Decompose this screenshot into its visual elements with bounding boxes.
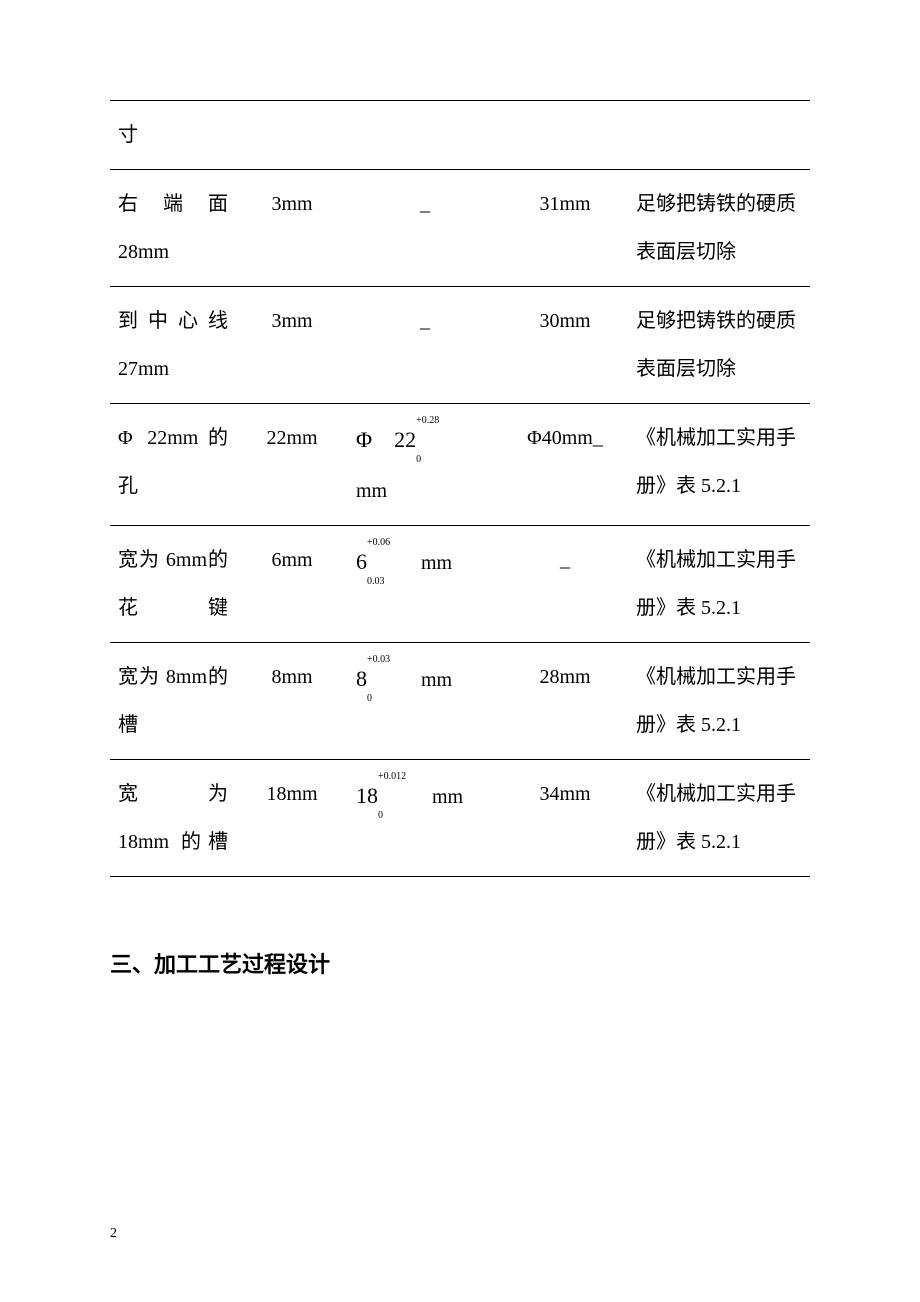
- cell-allowance: [236, 101, 348, 170]
- cell-feature: Φ 22mm的孔: [110, 404, 236, 526]
- cell-allowance: 3mm: [236, 170, 348, 287]
- cell-blank-size: [502, 101, 628, 170]
- cell-feature: 宽为 6mm的花键: [110, 525, 236, 642]
- table-row: Φ 22mm的孔22mmΦ 22+0.280mmΦ40mm_《机械加工实用手册》…: [110, 404, 810, 526]
- table-row: 寸: [110, 101, 810, 170]
- cell-tolerance: _: [348, 170, 502, 287]
- cell-blank-size: 34mm: [502, 759, 628, 876]
- cell-allowance: 6mm: [236, 525, 348, 642]
- cell-remark: 《机械加工实用手册》表 5.2.1: [628, 525, 810, 642]
- cell-feature: 宽为 8mm的槽: [110, 642, 236, 759]
- cell-tolerance: [348, 101, 502, 170]
- cell-feature: 宽 为18mm 的槽: [110, 759, 236, 876]
- cell-remark: 《机械加工实用手册》表 5.2.1: [628, 642, 810, 759]
- cell-tolerance: Φ 22+0.280mm: [348, 404, 502, 526]
- section-heading: 三、加工工艺过程设计: [110, 947, 810, 979]
- cell-blank-size: Φ40mm_: [502, 404, 628, 526]
- table-row: 宽为 8mm的槽8mm8+0.030 mm28mm《机械加工实用手册》表 5.2…: [110, 642, 810, 759]
- machining-table: 寸右端面28mm3mm_31mm足够把铸铁的硬质表面层切除到中心线27mm3mm…: [110, 100, 810, 877]
- table-row: 右端面28mm3mm_31mm足够把铸铁的硬质表面层切除: [110, 170, 810, 287]
- cell-allowance: 18mm: [236, 759, 348, 876]
- cell-remark: 《机械加工实用手册》表 5.2.1: [628, 759, 810, 876]
- cell-remark: 足够把铸铁的硬质表面层切除: [628, 287, 810, 404]
- page-number: 2: [110, 1226, 117, 1242]
- table-row: 到中心线27mm3mm_30mm足够把铸铁的硬质表面层切除: [110, 287, 810, 404]
- cell-remark: 足够把铸铁的硬质表面层切除: [628, 170, 810, 287]
- cell-allowance: 3mm: [236, 287, 348, 404]
- cell-remark: 《机械加工实用手册》表 5.2.1: [628, 404, 810, 526]
- document-page: 寸右端面28mm3mm_31mm足够把铸铁的硬质表面层切除到中心线27mm3mm…: [0, 0, 920, 1302]
- cell-feature: 到中心线27mm: [110, 287, 236, 404]
- cell-feature: 右端面28mm: [110, 170, 236, 287]
- cell-tolerance: 8+0.030 mm: [348, 642, 502, 759]
- cell-blank-size: _: [502, 525, 628, 642]
- cell-tolerance: 6+0.060.03 mm: [348, 525, 502, 642]
- cell-blank-size: 30mm: [502, 287, 628, 404]
- cell-feature: 寸: [110, 101, 236, 170]
- cell-allowance: 8mm: [236, 642, 348, 759]
- cell-remark: [628, 101, 810, 170]
- cell-blank-size: 31mm: [502, 170, 628, 287]
- cell-allowance: 22mm: [236, 404, 348, 526]
- table-row: 宽为 6mm的花键6mm6+0.060.03 mm_《机械加工实用手册》表 5.…: [110, 525, 810, 642]
- table-row: 宽 为18mm 的槽18mm18+0.0120 mm34mm《机械加工实用手册》…: [110, 759, 810, 876]
- cell-blank-size: 28mm: [502, 642, 628, 759]
- cell-tolerance: _: [348, 287, 502, 404]
- cell-tolerance: 18+0.0120 mm: [348, 759, 502, 876]
